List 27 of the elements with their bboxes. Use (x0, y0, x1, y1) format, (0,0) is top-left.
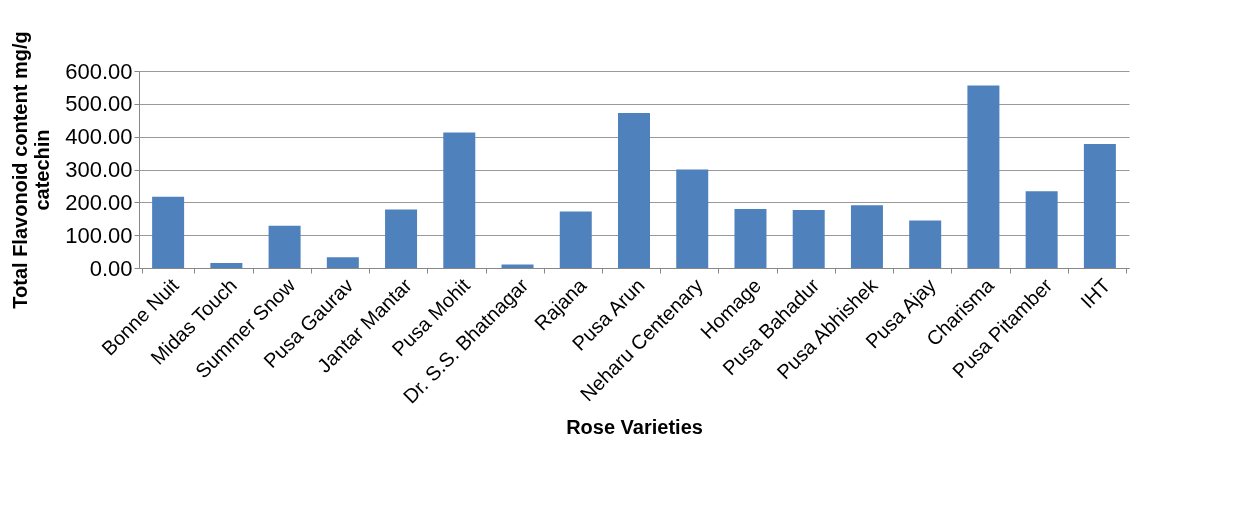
bar (792, 209, 825, 268)
bar (1083, 143, 1116, 268)
bar (909, 220, 942, 268)
x-axis-title: Rose Varieties (566, 415, 703, 438)
y-tick-label: 600.00 (65, 58, 133, 84)
y-tick-label: 400.00 (65, 124, 133, 150)
x-tick-label: IHT (1076, 274, 1115, 313)
bar (850, 205, 883, 268)
y-axis-title: Total Flavonoid content mg/g catechin (9, 31, 54, 309)
y-tick-label: 100.00 (65, 222, 133, 248)
bar (967, 85, 1000, 268)
bar (676, 169, 709, 268)
bar (385, 209, 418, 268)
bar (501, 264, 534, 268)
y-tick-label: 200.00 (65, 189, 133, 215)
bar (152, 196, 185, 268)
bar (443, 132, 476, 268)
bar (734, 208, 767, 268)
y-tick-label: 300.00 (65, 157, 133, 182)
bar (559, 211, 592, 268)
y-tick-label: 0.00 (89, 255, 133, 281)
bar (618, 113, 650, 268)
bar (210, 263, 243, 268)
bar (268, 225, 301, 268)
bar (1025, 191, 1058, 268)
bar (326, 257, 359, 268)
y-tick-label: 500.00 (65, 91, 133, 117)
